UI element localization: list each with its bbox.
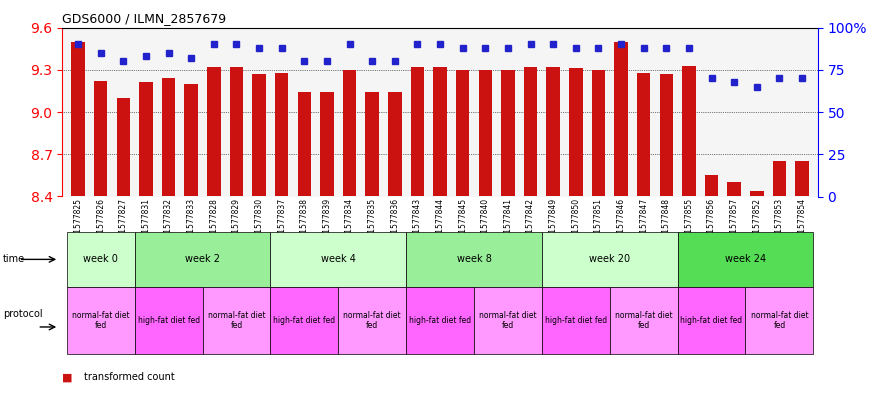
Text: week 8: week 8 [457, 254, 492, 264]
Bar [140, 83, 153, 196]
Bar [207, 67, 220, 196]
Bar [592, 70, 605, 196]
Bar [524, 67, 537, 196]
Bar [637, 73, 651, 196]
Text: high-fat diet fed: high-fat diet fed [409, 316, 471, 325]
Text: high-fat diet fed: high-fat diet fed [680, 316, 742, 325]
Bar [162, 78, 175, 196]
Bar [569, 68, 582, 196]
Bar [456, 70, 469, 196]
Text: normal-fat diet
fed: normal-fat diet fed [750, 310, 808, 330]
Bar [275, 73, 288, 196]
Text: week 24: week 24 [725, 254, 766, 264]
Bar [229, 67, 244, 196]
Text: GDS6000 / ILMN_2857679: GDS6000 / ILMN_2857679 [62, 12, 227, 25]
Text: ■: ■ [62, 372, 73, 382]
Bar [547, 67, 560, 196]
Bar [773, 161, 786, 196]
Text: week 20: week 20 [589, 254, 630, 264]
Bar [343, 70, 356, 196]
Bar [796, 161, 809, 196]
Text: week 4: week 4 [321, 254, 356, 264]
Bar [388, 92, 402, 196]
Bar [252, 74, 266, 196]
Bar [660, 74, 673, 196]
Bar [682, 66, 696, 196]
Bar [320, 92, 333, 196]
Bar [501, 70, 515, 196]
Text: high-fat diet fed: high-fat diet fed [273, 316, 335, 325]
Bar [184, 84, 198, 196]
Bar [433, 67, 447, 196]
Bar [705, 175, 718, 196]
Text: high-fat diet fed: high-fat diet fed [545, 316, 607, 325]
Text: normal-fat diet
fed: normal-fat diet fed [343, 310, 401, 330]
Bar [71, 42, 84, 196]
Bar [298, 92, 311, 196]
Text: normal-fat diet
fed: normal-fat diet fed [72, 310, 130, 330]
Bar [727, 182, 741, 196]
Text: time: time [4, 254, 25, 264]
Text: normal-fat diet
fed: normal-fat diet fed [479, 310, 537, 330]
Text: protocol: protocol [4, 309, 43, 319]
Bar [411, 67, 424, 196]
Text: week 0: week 0 [84, 254, 118, 264]
Bar [116, 98, 130, 196]
Bar [614, 42, 628, 196]
Text: transformed count: transformed count [84, 372, 175, 382]
Text: week 2: week 2 [185, 254, 220, 264]
Text: normal-fat diet
fed: normal-fat diet fed [208, 310, 265, 330]
Bar [478, 70, 493, 196]
Bar [750, 191, 764, 196]
Bar [94, 81, 108, 196]
Bar [365, 92, 379, 196]
Text: normal-fat diet
fed: normal-fat diet fed [615, 310, 672, 330]
Text: high-fat diet fed: high-fat diet fed [138, 316, 200, 325]
